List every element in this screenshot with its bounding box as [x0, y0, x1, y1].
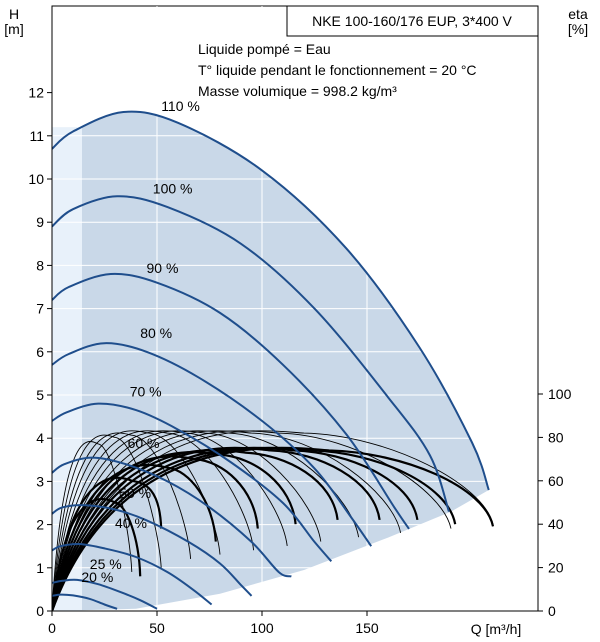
annotation-liquid: Liquide pompé = Eau	[198, 41, 331, 57]
head-curve-2	[52, 195, 450, 512]
head-curve-label-7: 50 %	[119, 485, 151, 501]
efficiency-thick-curve-3	[52, 455, 259, 611]
head-curve-6	[52, 456, 292, 578]
efficiency-curves-thick	[52, 446, 495, 611]
efficiency-thick-curve-2	[52, 463, 217, 611]
efficiency-thin-curve-8	[52, 430, 402, 611]
grid	[52, 6, 538, 611]
efficiency-thin-curve-10	[52, 430, 494, 611]
left-tick-label: 6	[36, 344, 44, 360]
x-tick-label: 0	[48, 620, 56, 636]
right-axis-label-2: [%]	[568, 21, 588, 37]
x-tick-label: 100	[250, 620, 274, 636]
head-curve-4	[52, 342, 373, 547]
annotation-temperature: T° liquide pendant le fonctionnement = 2…	[198, 62, 477, 78]
efficiency-thick-curve-1	[52, 476, 163, 611]
left-tick-label: 10	[28, 171, 44, 187]
x-tick-label: 50	[149, 620, 165, 636]
right-tick-label: 80	[548, 429, 564, 445]
head-curve-label-9: 25 %	[90, 556, 122, 572]
left-tick-label: 2	[36, 517, 44, 533]
left-tick-label: 9	[36, 214, 44, 230]
efficiency-thin-curve-9	[52, 430, 452, 611]
left-tick-label: 3	[36, 473, 44, 489]
head-curve-label-3: 90 %	[147, 260, 179, 276]
left-axis-label-2: [m]	[4, 21, 23, 37]
head-curve-label-5: 70 %	[130, 383, 162, 399]
right-axis-label-1: eta	[568, 6, 588, 22]
right-tick-label: 0	[548, 603, 556, 619]
head-curve-3	[52, 272, 410, 530]
efficiency-curves-thin	[52, 430, 494, 611]
head-curve-label-2: 100 %	[153, 180, 193, 196]
right-tick-label: 100	[548, 386, 572, 402]
head-curve-1	[52, 110, 490, 491]
right-tick-label: 60	[548, 473, 564, 489]
head-curve-9	[52, 578, 158, 610]
left-tick-label: 8	[36, 257, 44, 273]
efficiency-thick-curve-9	[52, 446, 495, 611]
operating-region-fill	[52, 111, 489, 611]
right-axis-ticks: 0 20 40 60 80 100	[538, 386, 572, 619]
head-curve-5	[52, 402, 333, 562]
right-tick-label: 20	[548, 560, 564, 576]
left-tick-label: 12	[28, 85, 44, 101]
head-curve-10	[52, 593, 118, 610]
left-tick-label: 0	[36, 603, 44, 619]
left-tick-label: 7	[36, 301, 44, 317]
head-curve-label-6: 60 %	[128, 435, 160, 451]
head-curves	[52, 110, 490, 610]
chart-title: NKE 100-160/176 EUP, 3*400 V	[312, 13, 512, 29]
left-axis-label-1: H	[9, 6, 19, 22]
head-curve-labels: 110 % 100 % 90 % 80 % 70 % 60 % 50 % 40 % 25 %20…	[81, 98, 199, 585]
x-axis-label: Q [m³/h]	[471, 621, 522, 637]
left-tick-label: 5	[36, 387, 44, 403]
head-curve-8	[52, 542, 213, 606]
annotation-density: Masse volumique = 998.2 kg/m³	[198, 83, 397, 99]
head-curve-label-4: 80 %	[140, 325, 172, 341]
title-box	[286, 5, 539, 37]
left-tick-label: 4	[36, 430, 44, 446]
x-tick-label: 150	[355, 620, 379, 636]
head-curve-label-1: 110 %	[161, 98, 200, 114]
head-curve-7	[52, 504, 253, 597]
right-tick-label: 40	[548, 516, 564, 532]
left-tick-label: 1	[36, 560, 44, 576]
head-curve-label-8: 40 %	[115, 515, 147, 531]
left-tick-label: 11	[29, 128, 44, 144]
efficiency-thin-curve-1	[52, 434, 162, 611]
head-curve-label-10: 20 %	[81, 569, 113, 585]
x-axis-ticks: 0 50 100 150	[48, 611, 379, 636]
